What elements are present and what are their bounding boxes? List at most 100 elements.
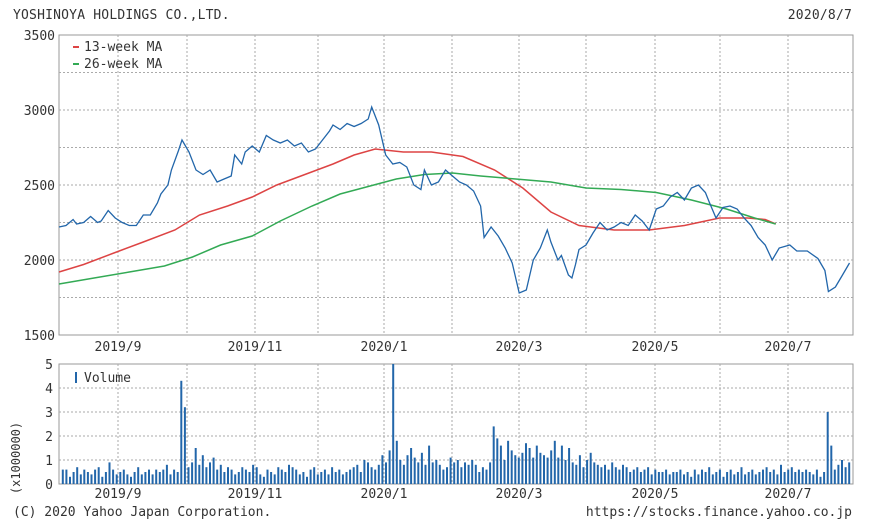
volume-bar [227, 467, 229, 484]
volume-bar [683, 474, 685, 484]
x-tick-label: 2020/5 [632, 487, 679, 502]
y-tick-label: 2 [45, 430, 53, 445]
volume-bar [607, 469, 610, 484]
volume-bar [776, 474, 779, 484]
volume-bar [126, 474, 129, 484]
volume-bar [593, 462, 596, 484]
volume-bar [586, 460, 589, 484]
x-tick-label: 2019/9 [95, 340, 142, 355]
volume-bar [435, 460, 438, 484]
volume-bar [704, 472, 707, 484]
volume-bar [726, 472, 729, 484]
volume-bar [801, 472, 804, 484]
volume-bar [546, 457, 549, 484]
volume-bar [420, 452, 423, 484]
x-tick-label: 2020/5 [632, 340, 679, 355]
volume-bar [539, 452, 542, 484]
volume-bar [86, 472, 89, 484]
volume-bar [665, 469, 668, 484]
volume-bar [819, 476, 822, 484]
volume-bar [79, 474, 82, 484]
x-tick-label: 2020/3 [496, 340, 543, 355]
volume-bar [639, 472, 642, 484]
volume-bar [284, 472, 287, 484]
volume-y-axis: 0 1 2 3 4 5 [45, 358, 53, 493]
volume-bar [492, 426, 495, 484]
volume-bar [90, 474, 93, 484]
volume-bar [320, 472, 323, 484]
volume-bar [708, 467, 711, 484]
volume-bar [230, 469, 233, 484]
volume-bar [133, 472, 136, 484]
volume-bar [797, 469, 800, 484]
volume-bar [309, 469, 312, 484]
volume-bar [183, 407, 186, 484]
x-tick-label: 2020/1 [361, 487, 408, 502]
volume-bar [270, 472, 273, 484]
volume-bar [740, 467, 743, 484]
x-tick-label: 2020/7 [765, 487, 812, 502]
volume-bar [654, 469, 657, 484]
volume-bar [442, 469, 445, 484]
volume-bar [815, 469, 818, 484]
volume-bar [571, 462, 574, 484]
volume-bar [701, 469, 703, 484]
volume-bar [108, 462, 111, 484]
volume-bar [765, 467, 768, 484]
volume-bar [255, 467, 258, 484]
volume-bar [388, 450, 391, 484]
volume-bar [582, 467, 585, 484]
volume-bar [162, 469, 165, 484]
volume-bar [94, 469, 97, 484]
volume-bar [205, 467, 208, 484]
volume-bar [823, 472, 826, 484]
volume-bar [787, 469, 790, 484]
x-tick-label: 2020/1 [361, 340, 408, 355]
volume-bar [783, 472, 786, 484]
volume-bar [844, 467, 847, 484]
volume-bar [431, 462, 434, 484]
volume-bar [302, 472, 305, 484]
volume-bar [316, 474, 319, 484]
volume-bar [722, 476, 725, 484]
volume-bar [830, 445, 833, 484]
volume-bar [769, 472, 772, 484]
volume-bar [158, 472, 161, 484]
volume-bar [209, 462, 211, 484]
volume-bar [262, 476, 265, 484]
volume-bar [413, 457, 416, 484]
y-tick-label: 5 [45, 358, 53, 373]
volume-bar [679, 469, 682, 484]
volume-bar [216, 469, 219, 484]
volume-bar [589, 452, 592, 484]
volume-bar [521, 452, 524, 484]
volume-bar [61, 469, 64, 484]
volume-bar [234, 474, 237, 484]
volume-bar [359, 472, 362, 484]
volume-bar [794, 472, 797, 484]
legend-label: Volume [84, 371, 131, 386]
y-tick-label: 1 [45, 454, 53, 469]
volume-bar [762, 469, 764, 484]
volume-panel [58, 363, 854, 485]
volume-bar [780, 464, 782, 484]
volume-bar [349, 469, 352, 484]
volume-bar [327, 474, 330, 484]
y-tick-label: 2000 [24, 254, 55, 269]
volume-bar [97, 467, 100, 484]
volume-bar [499, 445, 502, 484]
volume-bar [467, 464, 470, 484]
price-legend: 13-week MA 26-week MA [73, 40, 162, 72]
volume-bar [848, 462, 851, 484]
volume-bar [187, 467, 190, 484]
volume-bar [729, 469, 732, 484]
volume-bar [456, 460, 459, 484]
volume-bar [331, 467, 334, 484]
source-url: https://stocks.finance.yahoo.co.jp [585, 505, 852, 520]
volume-bar [528, 448, 531, 484]
volume-bar [611, 462, 614, 484]
price-x-axis: 2019/9 2019/11 2020/1 2020/3 2020/5 2020/7 [95, 340, 812, 355]
volume-bar [438, 464, 441, 484]
volume-bar [428, 445, 431, 484]
